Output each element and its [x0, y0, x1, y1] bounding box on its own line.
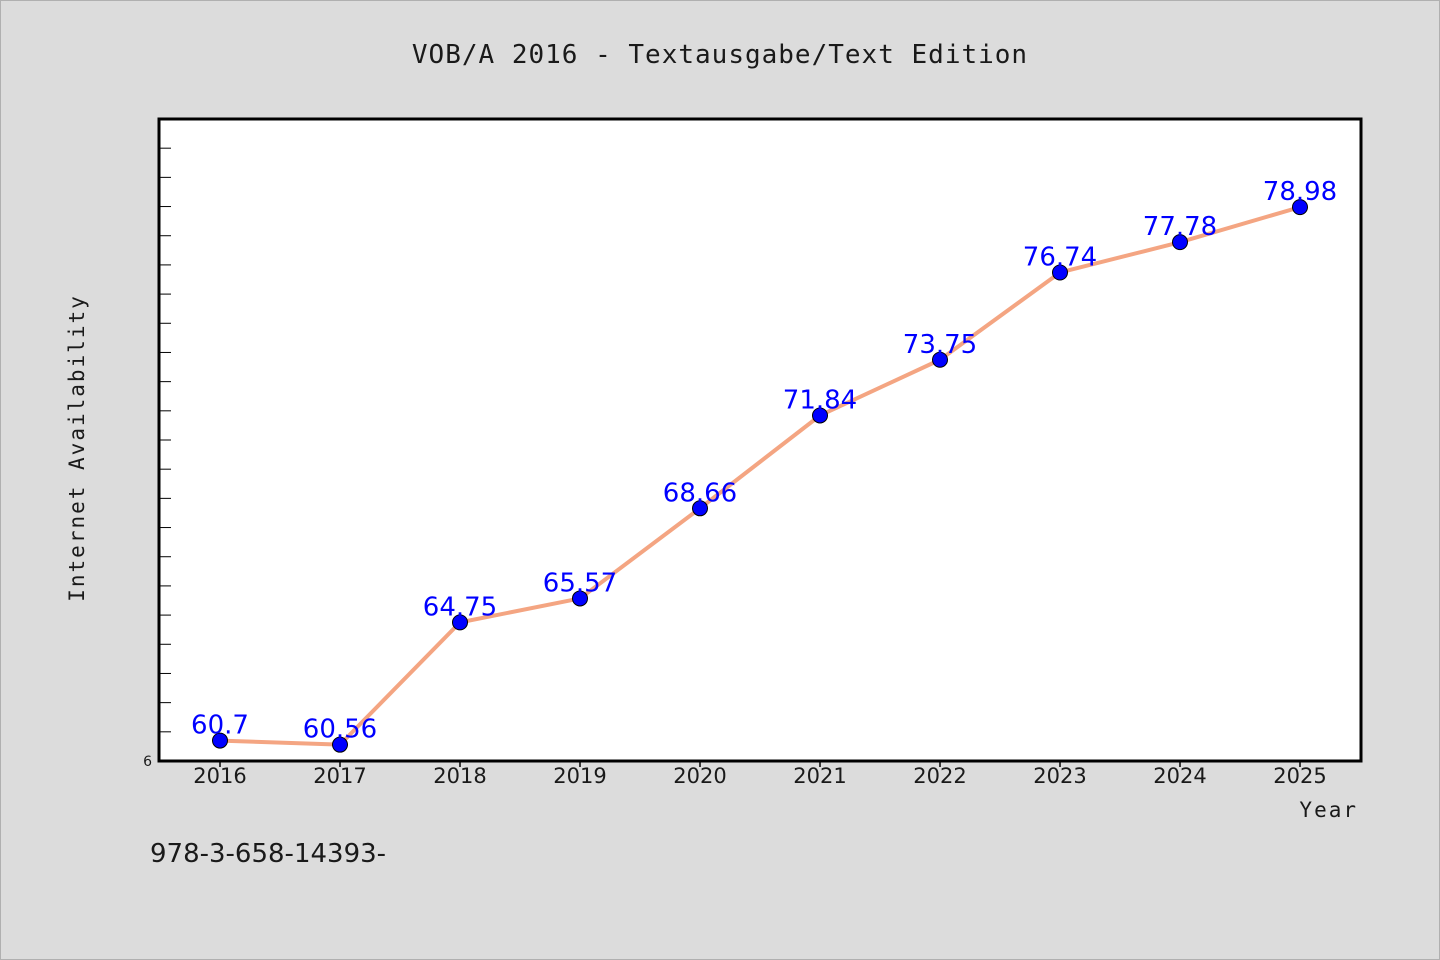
x-tick-label: 2016	[193, 764, 246, 788]
x-tick-label: 2023	[1033, 764, 1086, 788]
data-label: 76.74	[1023, 242, 1097, 272]
data-point	[932, 351, 948, 368]
series-line	[218, 205, 1302, 747]
data-point	[452, 614, 468, 631]
data-label: 68.66	[663, 478, 737, 508]
x-tick-label: 2022	[913, 764, 966, 788]
y-axis-ticks	[159, 118, 171, 762]
x-tick-label: 2017	[313, 764, 366, 788]
data-point	[812, 407, 828, 424]
chart-title: VOB/A 2016 - Textausgabe/Text Edition	[412, 40, 1028, 70]
x-tick-label: 2020	[673, 764, 726, 788]
x-tick-label: 2024	[1153, 764, 1206, 788]
x-axis-label: Year	[1299, 798, 1358, 822]
y-axis-label: Internet Availability	[65, 294, 89, 602]
data-point	[332, 736, 348, 753]
data-point	[1292, 199, 1308, 216]
x-tick-label: 2018	[433, 764, 486, 788]
data-point	[1172, 234, 1188, 251]
plot-area	[157, 117, 1363, 763]
data-point	[1052, 264, 1068, 281]
y-min-tick-label: 6	[143, 754, 152, 770]
data-label: 64.75	[423, 592, 497, 622]
data-label: 65.57	[543, 568, 617, 598]
data-point	[572, 590, 588, 607]
data-label: 60.56	[303, 715, 377, 745]
data-point	[212, 732, 228, 749]
series-availability: 60.7 60.56 64.75 65.57 68.66 71.84 73.75 76.74 7…	[191, 177, 1337, 753]
x-tick-label: 2019	[553, 764, 606, 788]
x-axis: 2016 2017 2018 2019 2020 2021 2022 2023 2024 2025	[193, 761, 1327, 788]
data-label: 78.98	[1263, 177, 1337, 207]
data-label: 77.78	[1143, 212, 1217, 242]
x-tick-label: 2025	[1273, 764, 1326, 788]
data-label: 71.84	[783, 385, 857, 415]
data-label: 73.75	[903, 330, 977, 360]
data-point	[692, 500, 708, 517]
x-tick-label: 2021	[793, 764, 846, 788]
data-label: 60.7	[191, 711, 249, 741]
footer-isbn: 978-3-658-14393-	[150, 839, 386, 869]
